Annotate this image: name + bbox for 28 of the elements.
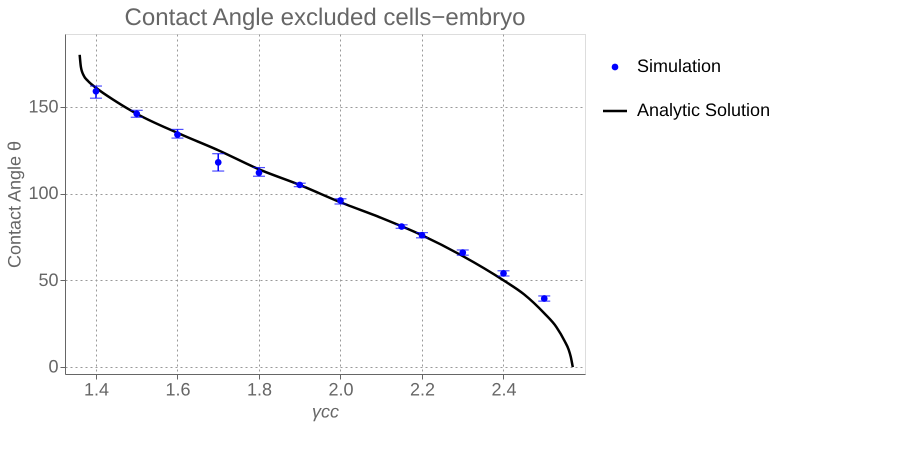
point: [133, 110, 140, 118]
y-tick-label: 100: [28, 183, 58, 204]
point: [459, 249, 466, 256]
y-tick-label: 50: [38, 270, 58, 290]
x-tick-label: 2.0: [328, 380, 354, 400]
x-tick-label: 2.2: [410, 380, 436, 400]
point: [256, 169, 262, 176]
point: [540, 295, 548, 302]
x-axis-title: γcc: [312, 402, 339, 422]
point: [418, 232, 426, 239]
line-series: [78, 54, 574, 368]
point: [92, 88, 100, 95]
point: [500, 270, 507, 277]
point: [398, 223, 405, 230]
point: [174, 131, 181, 138]
x-tick-label: 1.4: [84, 380, 109, 400]
point: [214, 159, 222, 166]
y-tick-label: 0: [48, 356, 58, 377]
legend-label: Simulation: [637, 56, 722, 76]
point: [337, 197, 344, 204]
x-tick-label: 2.4: [491, 380, 517, 400]
y-tick-label: 150: [28, 96, 58, 116]
chart-title: Contact Angle excluded cells−embryo: [124, 4, 526, 31]
legend-label: Analytic Solution: [637, 100, 770, 120]
y-axis-title: Contact Angle θ: [4, 140, 24, 268]
x-tick-label: 1.6: [165, 380, 190, 400]
point: [296, 182, 304, 188]
x-tick-label: 1.8: [246, 380, 272, 400]
